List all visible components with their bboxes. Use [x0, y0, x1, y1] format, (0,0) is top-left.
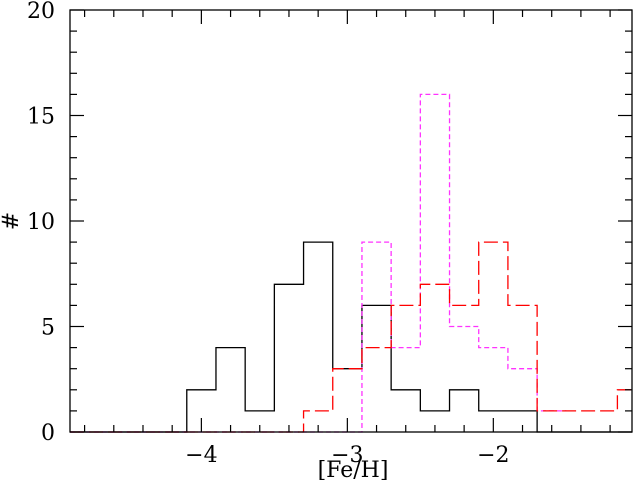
series-layer [70, 93, 632, 433]
x-tick-label: −2 [477, 443, 509, 468]
y-tick-label: 20 [27, 0, 55, 24]
x-tick-label: −4 [185, 443, 217, 468]
histogram-series-3 [70, 241, 632, 433]
y-tick-label: 15 [27, 105, 55, 130]
y-axis-label: # [0, 212, 24, 230]
histogram-series-2 [70, 93, 567, 433]
x-axis-label: [Fe/H] [318, 458, 389, 483]
x-tick-label: −3 [331, 443, 363, 468]
y-tick-label: 10 [27, 210, 55, 235]
histogram-series-1 [70, 241, 632, 433]
ticks-layer [70, 9, 632, 433]
tick-labels-layer: 0 5 10 15 20 −4 −3 −2 [27, 0, 510, 468]
y-tick-label: 0 [41, 421, 55, 446]
y-tick-label: 5 [41, 316, 55, 341]
